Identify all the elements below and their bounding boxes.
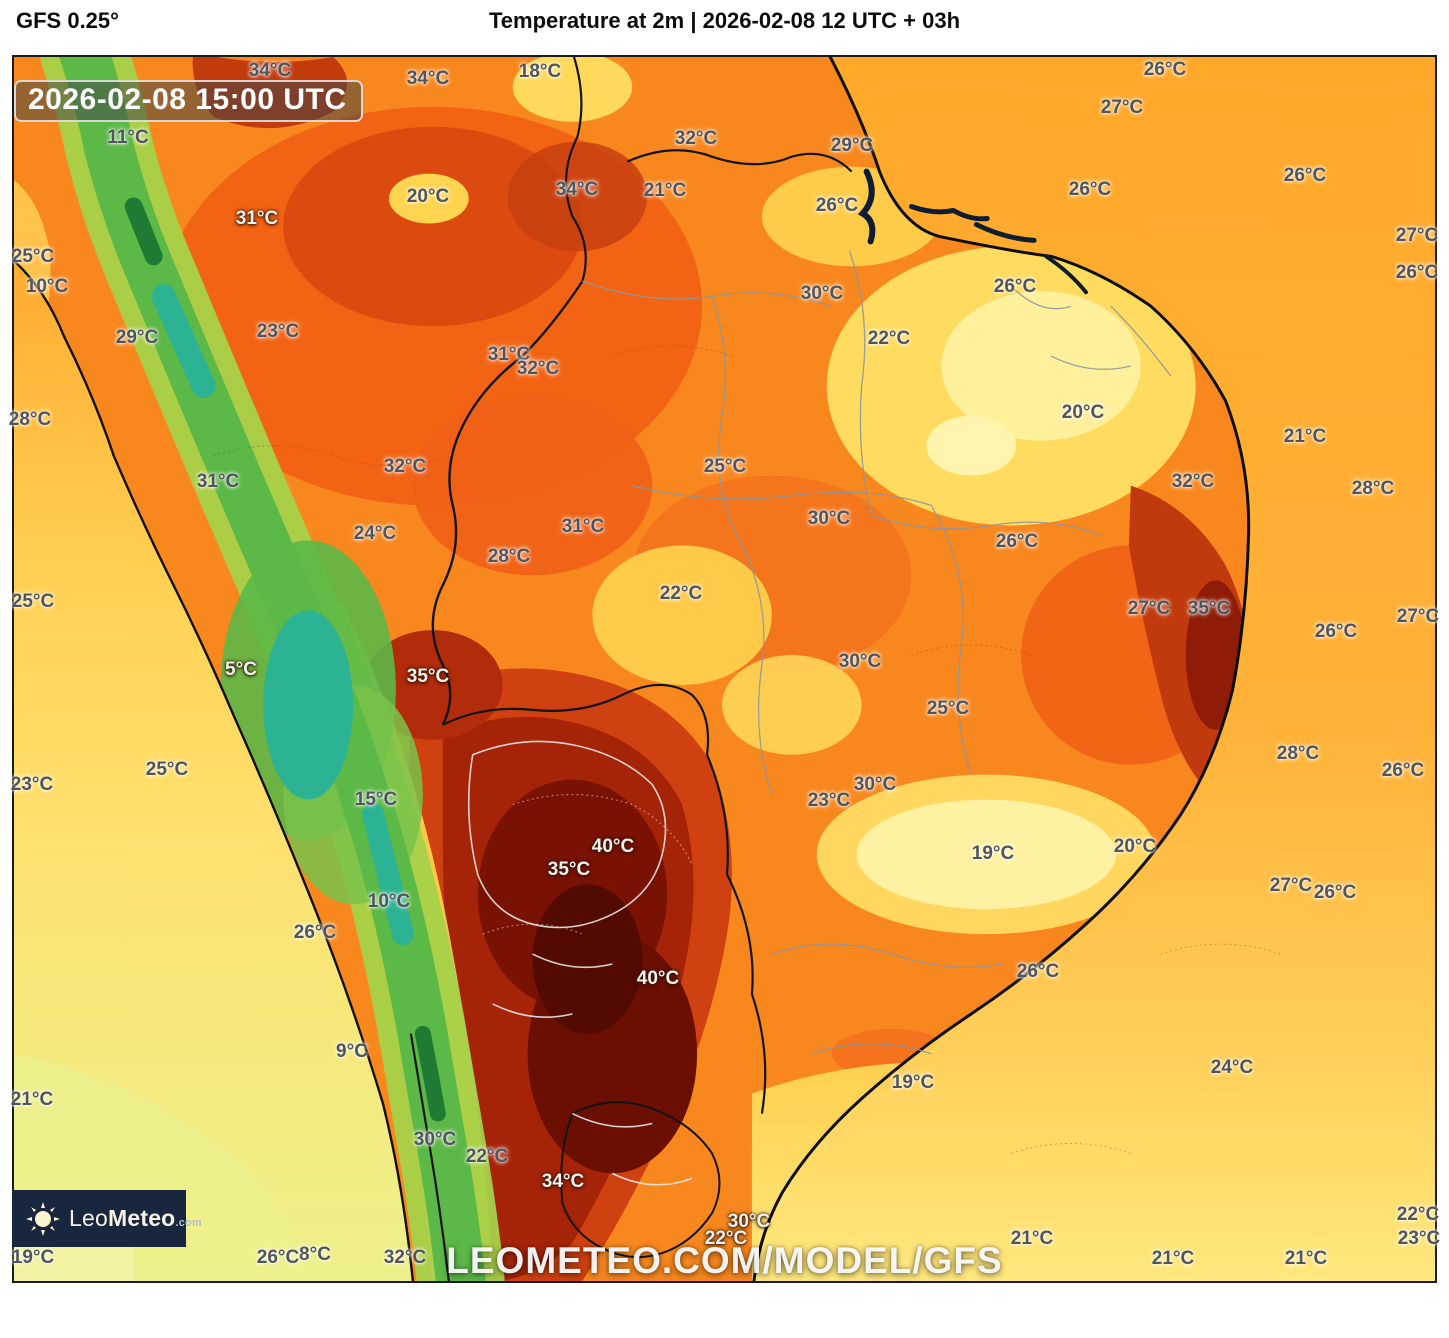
temp-label: 11°C [107, 127, 149, 148]
temp-label: 28°C [8, 409, 52, 430]
temp-label: 22°C [704, 1228, 748, 1249]
temp-label: 26°C [1283, 165, 1327, 186]
temp-label: 27°C [1396, 606, 1440, 627]
temp-label: 35°C [406, 666, 450, 687]
temp-label: 30°C [853, 774, 897, 795]
temp-label: 31°C [196, 471, 240, 492]
temp-label: 21°C [1151, 1248, 1195, 1269]
temp-label: 24°C [353, 523, 397, 544]
temp-label: 25°C [145, 759, 189, 780]
temp-label: 31°C [235, 208, 279, 229]
temp-label: 28°C [487, 546, 531, 567]
temp-label: 34°C [541, 1171, 585, 1192]
logo-wordmark: LeoMeteo.com [69, 1205, 202, 1232]
temp-label: 26°C [256, 1247, 300, 1268]
temp-label: 24°C [1210, 1057, 1254, 1078]
temp-label: 27°C [1269, 875, 1313, 896]
temp-label: 35°C [1187, 598, 1231, 619]
temp-label: 26°C [1313, 882, 1357, 903]
logo-meteo: Meteo [107, 1205, 176, 1231]
temp-label: 21°C [643, 180, 687, 201]
temp-label: 21°C [1010, 1228, 1054, 1249]
temp-label: 30°C [800, 283, 844, 304]
temp-label: 19°C [11, 1247, 55, 1268]
temp-label: 34°C [555, 179, 599, 200]
temp-label: 22°C [867, 328, 911, 349]
temp-label: 26°C [815, 195, 859, 216]
temp-label: 18°C [518, 61, 562, 82]
temp-label: 34°C [248, 60, 292, 81]
temp-label: 26°C [1068, 179, 1112, 200]
model-name: GFS 0.25° [16, 8, 119, 33]
timestamp-overlay: 2026-02-08 15:00 UTC [14, 80, 363, 122]
temp-label: 23°C [10, 774, 54, 795]
temp-label: 10°C [367, 891, 411, 912]
temp-label: 5°C [225, 659, 257, 680]
temp-label: 19°C [891, 1072, 935, 1093]
temp-label: 15°C [354, 789, 398, 810]
temp-label: 29°C [115, 327, 159, 348]
logo-leo: Leo [69, 1205, 108, 1231]
temp-label: 26°C [1395, 262, 1439, 283]
temp-label: 20°C [406, 186, 450, 207]
temp-label: 35°C [547, 859, 591, 880]
temp-label: 26°C [993, 276, 1037, 297]
temp-label: 34°C [406, 68, 450, 89]
temp-label: 32°C [674, 128, 718, 149]
logo-tld: .com [175, 1217, 202, 1229]
temp-label: 32°C [383, 1247, 427, 1268]
temp-label: 26°C [995, 531, 1039, 552]
temp-label: 26°C [293, 922, 337, 943]
temp-label: 26°C [1314, 621, 1358, 642]
colorbar-footer: 2.00 °C -50-40-30-20-1001020304050 40.50… [0, 1284, 1449, 1338]
temp-label: 8°C [299, 1244, 331, 1265]
temp-label: 27°C [1395, 225, 1439, 246]
temp-label: 22°C [659, 583, 703, 604]
temp-label: 40°C [591, 836, 635, 857]
temp-label: 9°C [336, 1041, 368, 1062]
temp-label: 22°C [1396, 1204, 1440, 1225]
temp-label: 31°C [487, 344, 531, 365]
temp-label: 25°C [11, 246, 55, 267]
temp-label: 32°C [516, 358, 560, 379]
temp-label: 25°C [926, 698, 970, 719]
watermark: LEOMETEO.COM/MODEL/GFS [446, 1240, 1003, 1281]
temp-label: 28°C [1351, 478, 1395, 499]
temp-label: 30°C [413, 1129, 457, 1150]
temp-label: 21°C [1284, 1248, 1328, 1269]
temp-label: 28°C [1276, 743, 1320, 764]
temp-label: 29°C [830, 135, 874, 156]
temp-label: 20°C [1113, 836, 1157, 857]
temp-label: 26°C [1143, 59, 1187, 80]
page-title: Temperature at 2m | 2026-02-08 12 UTC + … [488, 8, 961, 33]
temp-label: 30°C [807, 508, 851, 529]
temp-label: 21°C [1283, 426, 1327, 447]
temp-label: 26°C [1016, 961, 1060, 982]
temp-label: 31°C [561, 516, 605, 537]
temp-label: 22°C [465, 1146, 509, 1167]
temp-label: 26°C [1381, 760, 1425, 781]
temp-label: 30°C [727, 1211, 771, 1232]
temp-label: 23°C [1397, 1228, 1441, 1249]
temp-label: 20°C [1061, 402, 1105, 423]
temp-label: 25°C [703, 456, 747, 477]
temp-label: 21°C [10, 1089, 54, 1110]
temp-label: 27°C [1100, 97, 1144, 118]
leometeo-logo: LeoMeteo.com [12, 1190, 202, 1247]
sun-icon [26, 1201, 60, 1236]
temp-label: 10°C [25, 276, 69, 297]
temperature-map [12, 55, 1437, 1283]
temp-label: 32°C [383, 456, 427, 477]
temp-label: 32°C [1171, 471, 1215, 492]
temp-label: 30°C [838, 651, 882, 672]
map-graphic [14, 57, 1435, 1281]
temp-label: 23°C [807, 790, 851, 811]
temp-label: 40°C [636, 968, 680, 989]
temp-label: 23°C [256, 321, 300, 342]
temp-label: 19°C [971, 843, 1015, 864]
temp-label: 25°C [11, 591, 55, 612]
temp-label: 27°C [1127, 598, 1171, 619]
